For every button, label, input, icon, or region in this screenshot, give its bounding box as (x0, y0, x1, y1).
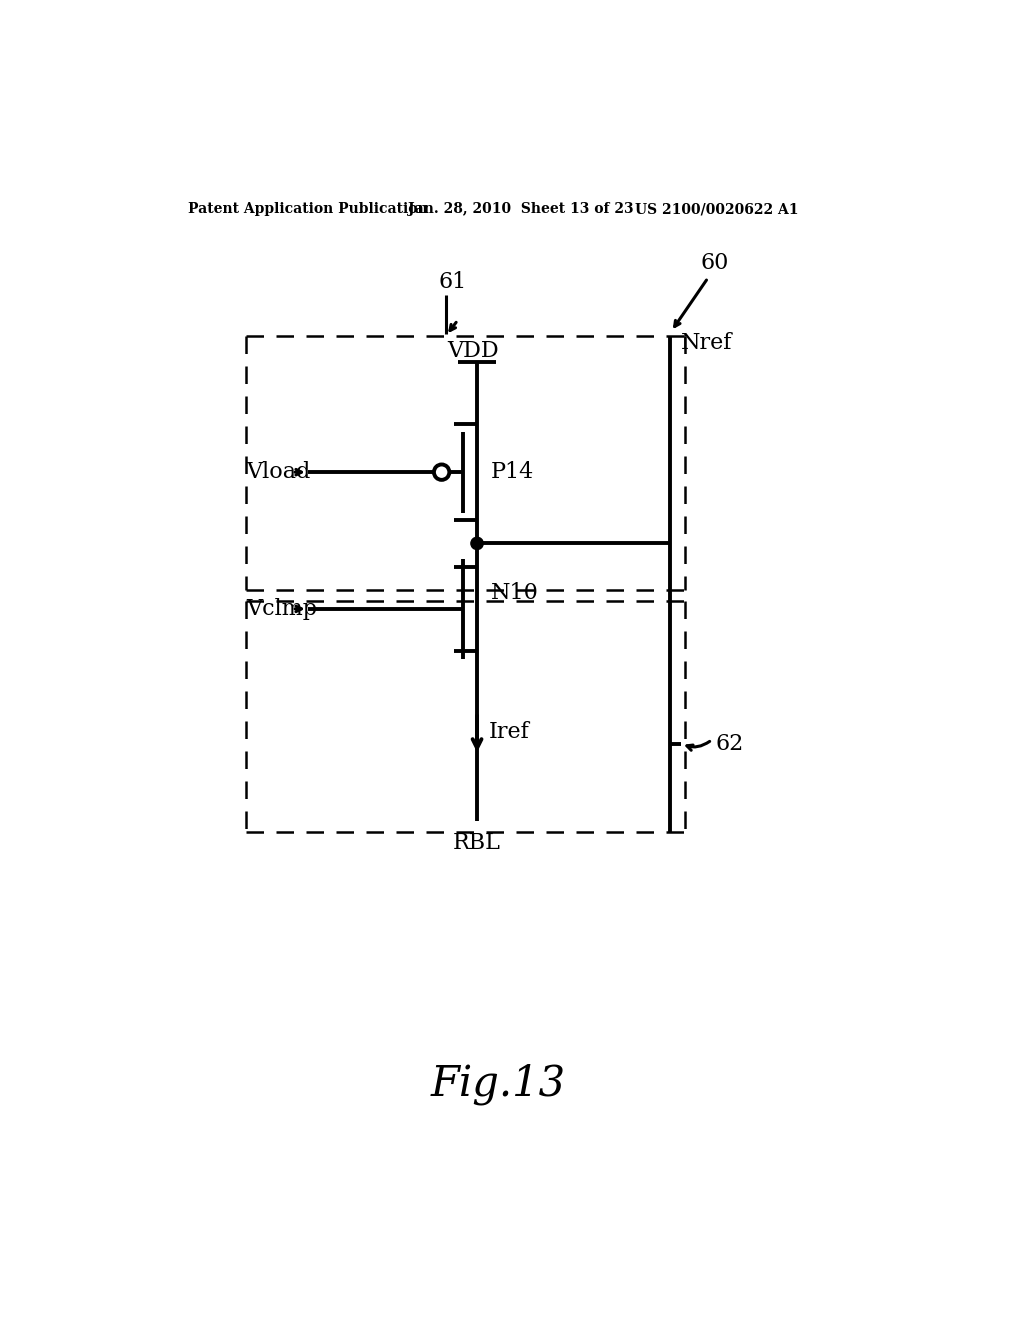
Text: RBL: RBL (454, 832, 501, 854)
Text: Patent Application Publication: Patent Application Publication (188, 202, 428, 216)
Text: Jan. 28, 2010  Sheet 13 of 23: Jan. 28, 2010 Sheet 13 of 23 (408, 202, 634, 216)
Text: Iref: Iref (488, 721, 529, 743)
Text: Nref: Nref (681, 331, 732, 354)
Text: N10: N10 (490, 582, 539, 605)
Text: 62: 62 (716, 733, 744, 755)
Text: Vload: Vload (246, 461, 310, 483)
Text: 60: 60 (700, 252, 729, 275)
Text: Vclmp: Vclmp (246, 598, 317, 620)
Text: P14: P14 (490, 461, 535, 483)
Text: US 2100/0020622 A1: US 2100/0020622 A1 (635, 202, 799, 216)
Text: VDD: VDD (447, 341, 499, 363)
Text: Fig.13: Fig.13 (431, 1063, 566, 1105)
Circle shape (471, 537, 483, 549)
Text: 61: 61 (438, 271, 467, 293)
